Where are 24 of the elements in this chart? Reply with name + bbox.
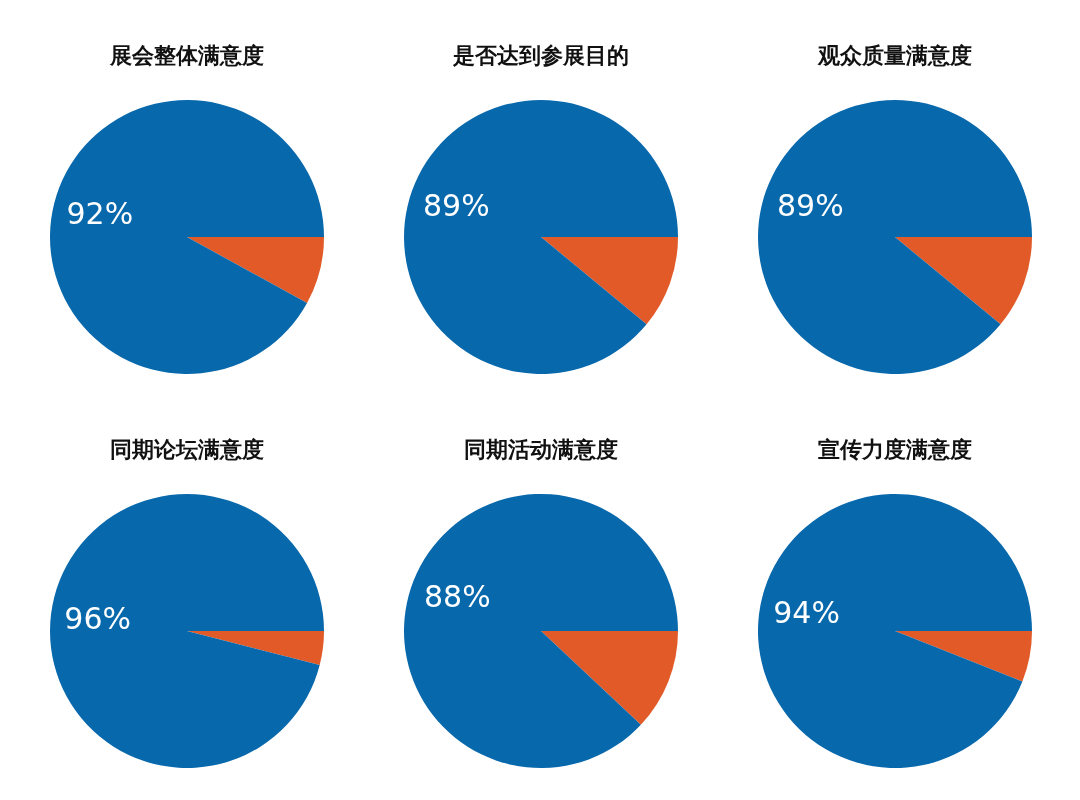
pie-slice [758,494,1032,768]
pie-slice [758,100,1032,374]
data-label: 89% [776,187,844,223]
data-label: 94% [773,595,840,631]
pie-slice [895,631,1032,682]
pie-slice [541,237,678,325]
chart-title: 宣传力度满意度 [818,437,972,462]
chart-title: 展会整体满意度 [109,43,264,68]
data-label: 96% [64,600,132,636]
pie-slice [541,631,678,725]
pie-slice [895,237,1032,325]
data-label: 88% [423,578,491,614]
data-label: 89% [422,187,490,223]
pie-slice [187,631,324,666]
chart-title: 是否达到参展目的 [452,43,629,68]
pie-slice [404,494,678,768]
pie-slice [187,237,324,303]
pie-slice [50,100,324,374]
pie-slice [50,494,324,768]
pie-slice [404,100,678,374]
chart-title: 同期论坛满意度 [110,437,264,462]
data-label: 92% [66,195,134,231]
chart-title: 同期活动满意度 [464,437,618,462]
chart-title: 观众质量满意度 [817,43,972,68]
